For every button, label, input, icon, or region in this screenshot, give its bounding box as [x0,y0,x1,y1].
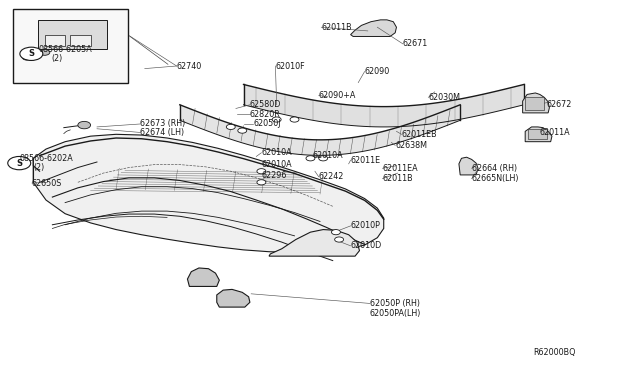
Polygon shape [70,35,91,46]
Polygon shape [244,84,524,127]
Circle shape [272,117,281,122]
Text: 62011B: 62011B [321,23,352,32]
Circle shape [78,121,91,129]
Text: 62011B: 62011B [383,174,413,183]
Text: 62011E: 62011E [351,155,381,165]
Polygon shape [269,230,360,256]
Text: S: S [16,158,22,168]
Polygon shape [525,127,552,142]
Text: (2): (2) [51,54,62,63]
Circle shape [319,156,328,161]
Circle shape [335,237,344,242]
Text: 08566-6205A: 08566-6205A [38,45,92,54]
Circle shape [257,180,266,185]
Text: 62011A: 62011A [540,128,570,137]
Text: 62090: 62090 [365,67,390,76]
Text: 62090+A: 62090+A [319,91,356,100]
Text: 62296: 62296 [261,171,287,180]
Text: 62650S: 62650S [32,179,62,187]
Text: 62010F: 62010F [275,61,305,71]
Text: 08566-6202A: 08566-6202A [19,154,73,163]
Text: 62665N(LH): 62665N(LH) [472,174,519,183]
Text: 62030M: 62030M [428,93,460,102]
Polygon shape [217,289,250,307]
Text: 62010A: 62010A [261,160,292,169]
Text: 62010D: 62010D [351,241,382,250]
Circle shape [22,55,31,60]
Text: 62050J: 62050J [253,119,280,128]
Text: R62000BQ: R62000BQ [534,349,576,357]
Circle shape [257,169,266,174]
Text: 62820R: 62820R [250,109,281,119]
Text: 62011EA: 62011EA [383,164,418,173]
Text: S: S [28,49,35,58]
Text: 62010P: 62010P [351,221,380,230]
Text: 62740: 62740 [177,61,202,71]
Circle shape [20,47,43,61]
Text: 62010A: 62010A [312,151,343,160]
Circle shape [227,124,236,129]
Text: 62672: 62672 [546,100,572,109]
Text: 62673 (RH): 62673 (RH) [140,119,186,128]
Polygon shape [523,93,549,113]
Circle shape [332,230,340,235]
Polygon shape [525,97,544,110]
Circle shape [290,117,299,122]
Text: 62638M: 62638M [395,141,427,150]
Text: 62242: 62242 [319,172,344,181]
Circle shape [238,128,246,133]
Text: 62010A: 62010A [261,148,292,157]
Polygon shape [351,20,396,36]
Text: (2): (2) [33,163,45,172]
Polygon shape [180,105,460,155]
Text: 62664 (RH): 62664 (RH) [472,164,516,173]
Text: 62580D: 62580D [250,100,282,109]
Text: 62050P (RH): 62050P (RH) [370,299,420,308]
Text: 62050PA(LH): 62050PA(LH) [370,309,421,318]
Circle shape [8,157,31,170]
Polygon shape [13,9,127,83]
Polygon shape [33,134,384,253]
Polygon shape [188,268,220,286]
Polygon shape [45,35,65,46]
Text: 62674 (LH): 62674 (LH) [140,128,184,137]
Text: 62671: 62671 [403,39,428,48]
Polygon shape [528,129,547,139]
Polygon shape [38,20,106,49]
Text: 62011EB: 62011EB [401,130,437,139]
Circle shape [40,49,50,55]
Polygon shape [459,157,478,175]
Circle shape [306,156,315,161]
